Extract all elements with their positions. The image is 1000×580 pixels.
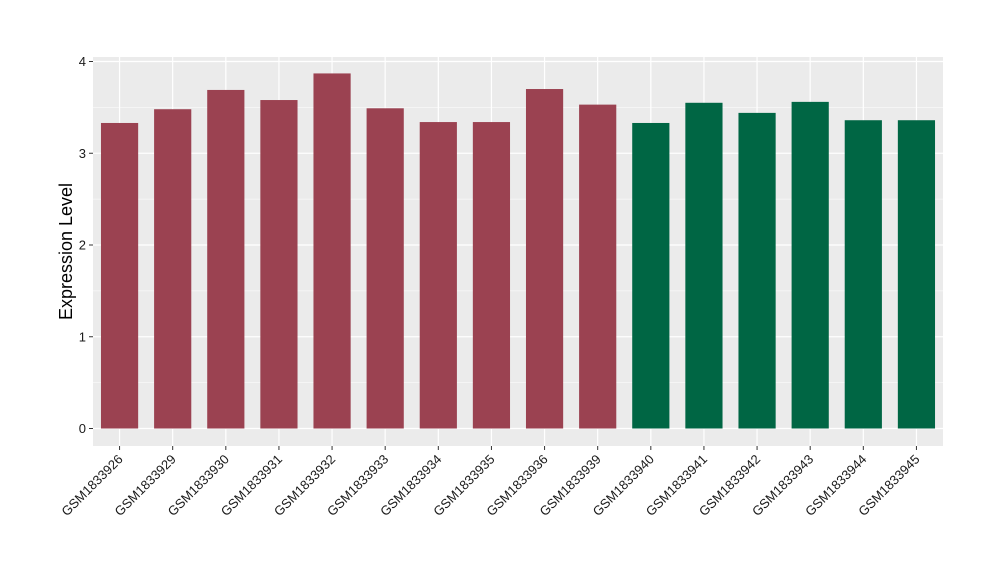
y-axis-title: Expression Level [56,183,76,320]
bar-GSM1833926 [100,122,139,429]
bar-GSM1833939 [579,104,617,429]
bar-GSM1833941 [685,102,723,429]
bar-GSM1833934 [419,122,457,429]
bar-GSM1833944 [844,120,882,429]
bar-GSM1833945 [897,120,936,429]
x-axis: GSM1833926GSM1833929GSM1833930GSM1833931… [58,446,923,519]
bar-GSM1833936 [525,89,564,429]
bar-GSM1833929 [154,109,192,429]
y-tick-label: 2 [79,238,86,253]
bar-GSM1833940 [632,122,670,429]
y-tick-label: 0 [79,421,86,436]
y-tick-label: 4 [79,54,86,69]
bar-GSM1833935 [472,122,511,429]
bar-GSM1833943 [791,101,829,429]
bar-GSM1833942 [738,112,776,429]
bar-GSM1833933 [366,108,404,429]
y-tick-label: 3 [79,146,86,161]
bar-GSM1833931 [260,100,298,429]
bar-GSM1833930 [207,89,245,429]
bars [100,73,936,429]
y-tick-label: 1 [79,329,86,344]
bar-GSM1833932 [313,73,351,429]
y-axis: 0 1 2 3 4 [79,54,93,436]
